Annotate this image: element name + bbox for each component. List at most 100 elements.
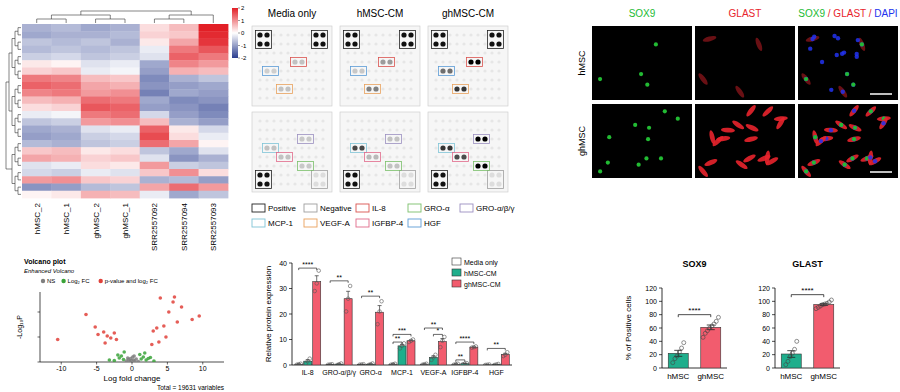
blot-dot [264,172,269,177]
dendrogram-branch [18,56,21,57]
dendrogram-branch [6,82,7,169]
dendrogram-branch [12,67,15,68]
blot-spot [402,96,405,99]
blot-spot [455,137,458,140]
sox9-nucleus [646,137,650,141]
blot-spot [346,69,349,72]
blot-spot [279,119,282,122]
bracket-end [678,315,679,318]
blot-spot [434,182,437,185]
y-tick [772,354,775,355]
blot-spot [321,87,324,90]
legend-swatch [452,280,461,287]
heatmap-cell [110,24,140,32]
blot-spot [402,173,405,176]
heatmap-cells [22,24,228,198]
blot-spot [441,128,444,131]
blot-spot [402,33,405,36]
heatmap-cell [169,46,199,54]
dendrogram-branch [169,15,170,19]
heatmap-cell [169,97,199,105]
blot-spot [434,51,437,54]
blot-spot [321,173,324,176]
significance-label: **** [688,306,700,315]
point [346,297,350,301]
blot-dot [440,41,445,46]
blot-box [432,171,448,189]
blot-spot [490,146,493,149]
blot-spot [314,119,317,122]
blot-spot [434,60,437,63]
blot-spot [265,164,268,167]
blot-spot [441,87,444,90]
blot-spot [497,69,500,72]
colorbar-label: -1 [241,43,247,49]
blot-spot [490,87,493,90]
blot-dot [264,68,269,73]
blot-spot [307,60,310,63]
colorbar-label: 0 [241,30,245,36]
dapi-nucleus [868,155,872,159]
blot-spot [321,33,324,36]
scale-bar [870,171,892,173]
heatmap-cell [140,82,170,90]
blot-spot [258,164,261,167]
dendrogram-branch [18,136,21,137]
blot-spot [402,78,405,81]
significance-label: ** [368,289,374,296]
point [441,339,445,343]
heatmap-cell [81,162,111,170]
blot-spot [483,155,486,158]
y-axis [40,292,41,362]
blot-spot [490,51,493,54]
blot-spot [483,119,486,122]
blot-spot [374,78,377,81]
blot-dot [345,181,350,186]
bar [701,327,721,368]
blot-spot [367,146,370,149]
heatmap-cell [199,176,229,184]
point [157,340,161,344]
dendrogram-branch [18,194,21,195]
blot-spot [367,42,370,45]
significance: ** [487,341,505,350]
heatmap-cell [51,53,81,61]
y-tick-label: 0 [653,365,657,372]
glast-cell [697,165,710,179]
heatmap-cell [110,39,140,47]
blot-spot [272,182,275,185]
error-cap [346,291,350,292]
significance-label: *** [398,327,406,334]
glast-cell [806,158,821,168]
heatmap-cell [22,191,52,199]
heatmap-cell [199,24,229,32]
blot-spot [374,96,377,99]
blot-dot [313,32,318,37]
heatmap-cell [110,75,140,83]
glast-cell [734,85,746,99]
significance-label: ** [494,341,500,348]
channel-label: SOX9 [629,8,656,19]
blot-spot [360,119,363,122]
dapi-nucleus [850,156,854,160]
blot-box [351,144,367,153]
y-axis-label: -Log₁₀P [16,315,24,339]
y-tick-label: 20 [762,351,770,358]
glast-cell [764,150,771,165]
blot-spot [395,137,398,140]
blot-spot [497,155,500,158]
blot-dot [278,154,283,159]
blot-spot [483,42,486,45]
significance-label: **** [459,335,470,342]
blot-spot [490,137,493,140]
blot-spot [367,60,370,63]
blot-spot [314,51,317,54]
error-line [316,276,317,282]
dapi-nucleus [804,77,808,81]
dendrogram-branch [183,19,184,23]
point [443,335,447,339]
blot-spot [353,69,356,72]
blot-spot [300,96,303,99]
sox9-nucleus [659,156,663,160]
blot-box [400,31,416,49]
